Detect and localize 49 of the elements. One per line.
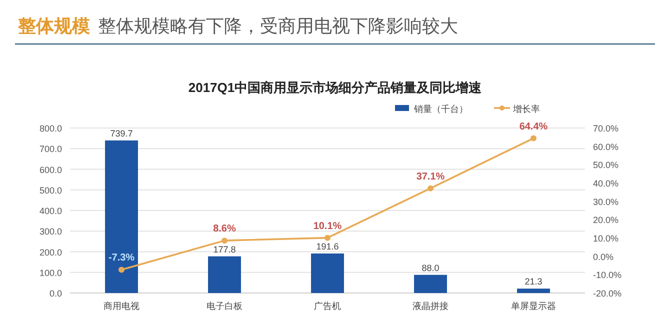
y2-tick-label: -10.0% — [593, 270, 622, 280]
data-label: 88.0 — [422, 262, 440, 273]
bar — [517, 288, 550, 293]
point — [428, 185, 434, 192]
y2-tick-label: 30.0% — [593, 196, 619, 207]
x-tick-label: 电子白板 — [206, 301, 242, 311]
data-label: -7.3% — [108, 252, 135, 264]
point — [222, 238, 228, 244]
y2-tick-label: 50.0% — [593, 160, 619, 170]
y-tick-label: 800.0 — [39, 124, 62, 134]
chart-title: 2017Q1中国商用显示市场细分产品销量及同比增速 — [188, 80, 483, 95]
y-tick-label: 300.0 — [39, 226, 62, 237]
data-label: 37.1% — [416, 171, 445, 182]
y2-tick-label: 40.0% — [593, 178, 619, 188]
text: 整体规模 — [17, 16, 90, 36]
y2-tick-label: 0.0% — [593, 252, 614, 262]
x-tick-label: 商用电视 — [104, 301, 140, 311]
point — [118, 266, 124, 273]
bar — [414, 274, 447, 293]
y-tick-label: 600.0 — [39, 164, 62, 175]
bar — [208, 256, 241, 293]
y2-tick-label: 10.0% — [593, 234, 619, 244]
data-label: 21.3 — [524, 276, 542, 287]
data-label: 191.6 — [316, 241, 339, 252]
y-tick-label: 500.0 — [39, 185, 62, 196]
y-tick-label: 0.0 — [49, 288, 62, 298]
y2-tick-label: 60.0% — [593, 142, 619, 152]
data-label: 10.1% — [313, 220, 342, 232]
y2-tick-label: 70.0% — [593, 124, 619, 134]
y2-tick-label: -20.0% — [593, 288, 622, 298]
data-label: 177.8 — [213, 244, 236, 254]
y-tick-label: 700.0 — [39, 144, 62, 154]
point — [324, 234, 330, 241]
bar — [311, 253, 344, 293]
y2-tick-label: 20.0% — [593, 215, 619, 226]
x-tick-label: 液晶拼接 — [412, 301, 448, 311]
x-tick-label: 单屏显示器 — [511, 301, 556, 311]
data-label: 64.4% — [519, 121, 548, 132]
x-tick-label: 广告机 — [314, 301, 341, 311]
bar — [105, 140, 138, 293]
y-tick-label: 100.0 — [39, 268, 62, 278]
text: 整体规模略有下降，受商用电视下降影响较大 — [98, 16, 458, 36]
data-label: 739.7 — [110, 128, 133, 138]
y-tick-label: 400.0 — [39, 206, 62, 216]
point — [530, 135, 536, 142]
y-tick-label: 200.0 — [39, 247, 62, 258]
data-label: 8.6% — [213, 224, 236, 235]
legend-label: 销量（千台） — [413, 104, 468, 114]
legend-label: 增长率 — [512, 104, 540, 114]
